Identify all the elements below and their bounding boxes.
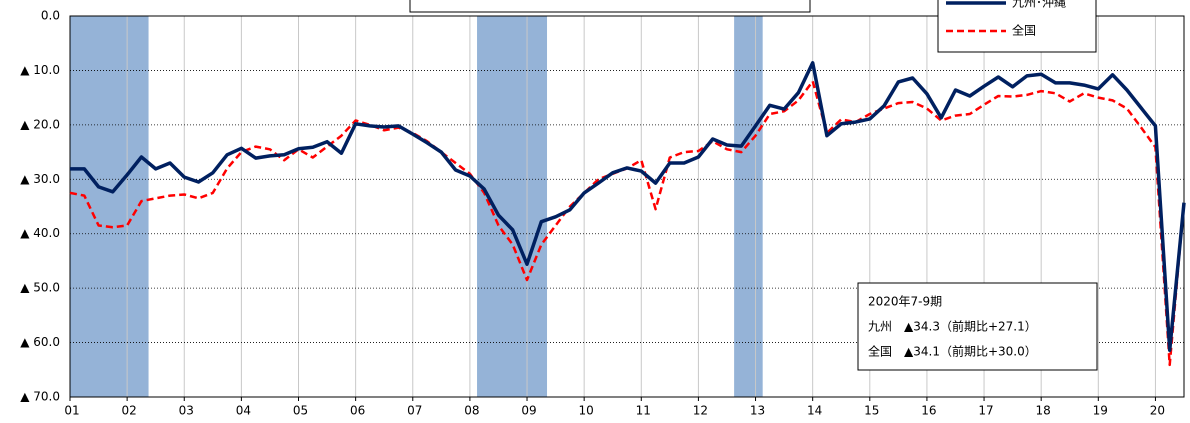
x-tick-label: 13 — [750, 404, 765, 418]
x-tick-label: 12 — [693, 404, 708, 418]
series-line — [70, 61, 1186, 352]
x-tick-label: 15 — [864, 404, 879, 418]
legend-label: 全国 — [1012, 23, 1036, 38]
x-tick-label: 09 — [521, 404, 536, 418]
x-tick-label: 16 — [921, 404, 936, 418]
y-tick-label: ▲ 10.0 — [20, 63, 60, 77]
annotation-text: 2020年7-9期 — [868, 295, 942, 309]
x-tick-label: 08 — [464, 404, 479, 418]
y-tick-label: ▲ 70.0 — [20, 390, 60, 404]
x-tick-label: 01 — [64, 404, 79, 418]
annotation-box — [857, 282, 1098, 371]
y-tick-label: 0.0 — [41, 9, 60, 23]
y-tick-label: ▲ 30.0 — [20, 172, 60, 186]
x-tick-label: 03 — [179, 404, 194, 418]
legend-box — [937, 0, 1097, 53]
annotation-text: 九州 ▲34.3（前期比+27.1） — [868, 319, 1037, 334]
x-tick-label: 20 — [1150, 404, 1165, 418]
x-tick-label: 19 — [1093, 404, 1108, 418]
y-tick-label: ▲ 20.0 — [20, 117, 60, 131]
x-tick-label: 02 — [121, 404, 136, 418]
x-tick-label: 05 — [293, 404, 308, 418]
x-tick-label: 06 — [350, 404, 365, 418]
annotation-text: 全国 ▲34.1（前期比+30.0） — [868, 344, 1037, 359]
y-tick-label: ▲ 40.0 — [20, 226, 60, 240]
shaded-period — [477, 16, 548, 397]
x-tick-label: 11 — [636, 404, 651, 418]
shaded-period — [734, 16, 763, 397]
x-tick-label: 14 — [807, 404, 822, 418]
x-tick-label: 10 — [579, 404, 594, 418]
x-tick-label: 17 — [978, 404, 993, 418]
x-tick-label: 04 — [236, 404, 251, 418]
y-tick-label: ▲ 50.0 — [20, 281, 60, 295]
title-box — [409, 0, 811, 13]
y-tick-label: ▲ 60.0 — [20, 335, 60, 349]
x-tick-label: 18 — [1036, 404, 1051, 418]
legend-label: 九州･沖縄 — [1012, 0, 1066, 10]
x-tick-label: 07 — [407, 404, 422, 418]
shaded-period — [70, 16, 149, 397]
